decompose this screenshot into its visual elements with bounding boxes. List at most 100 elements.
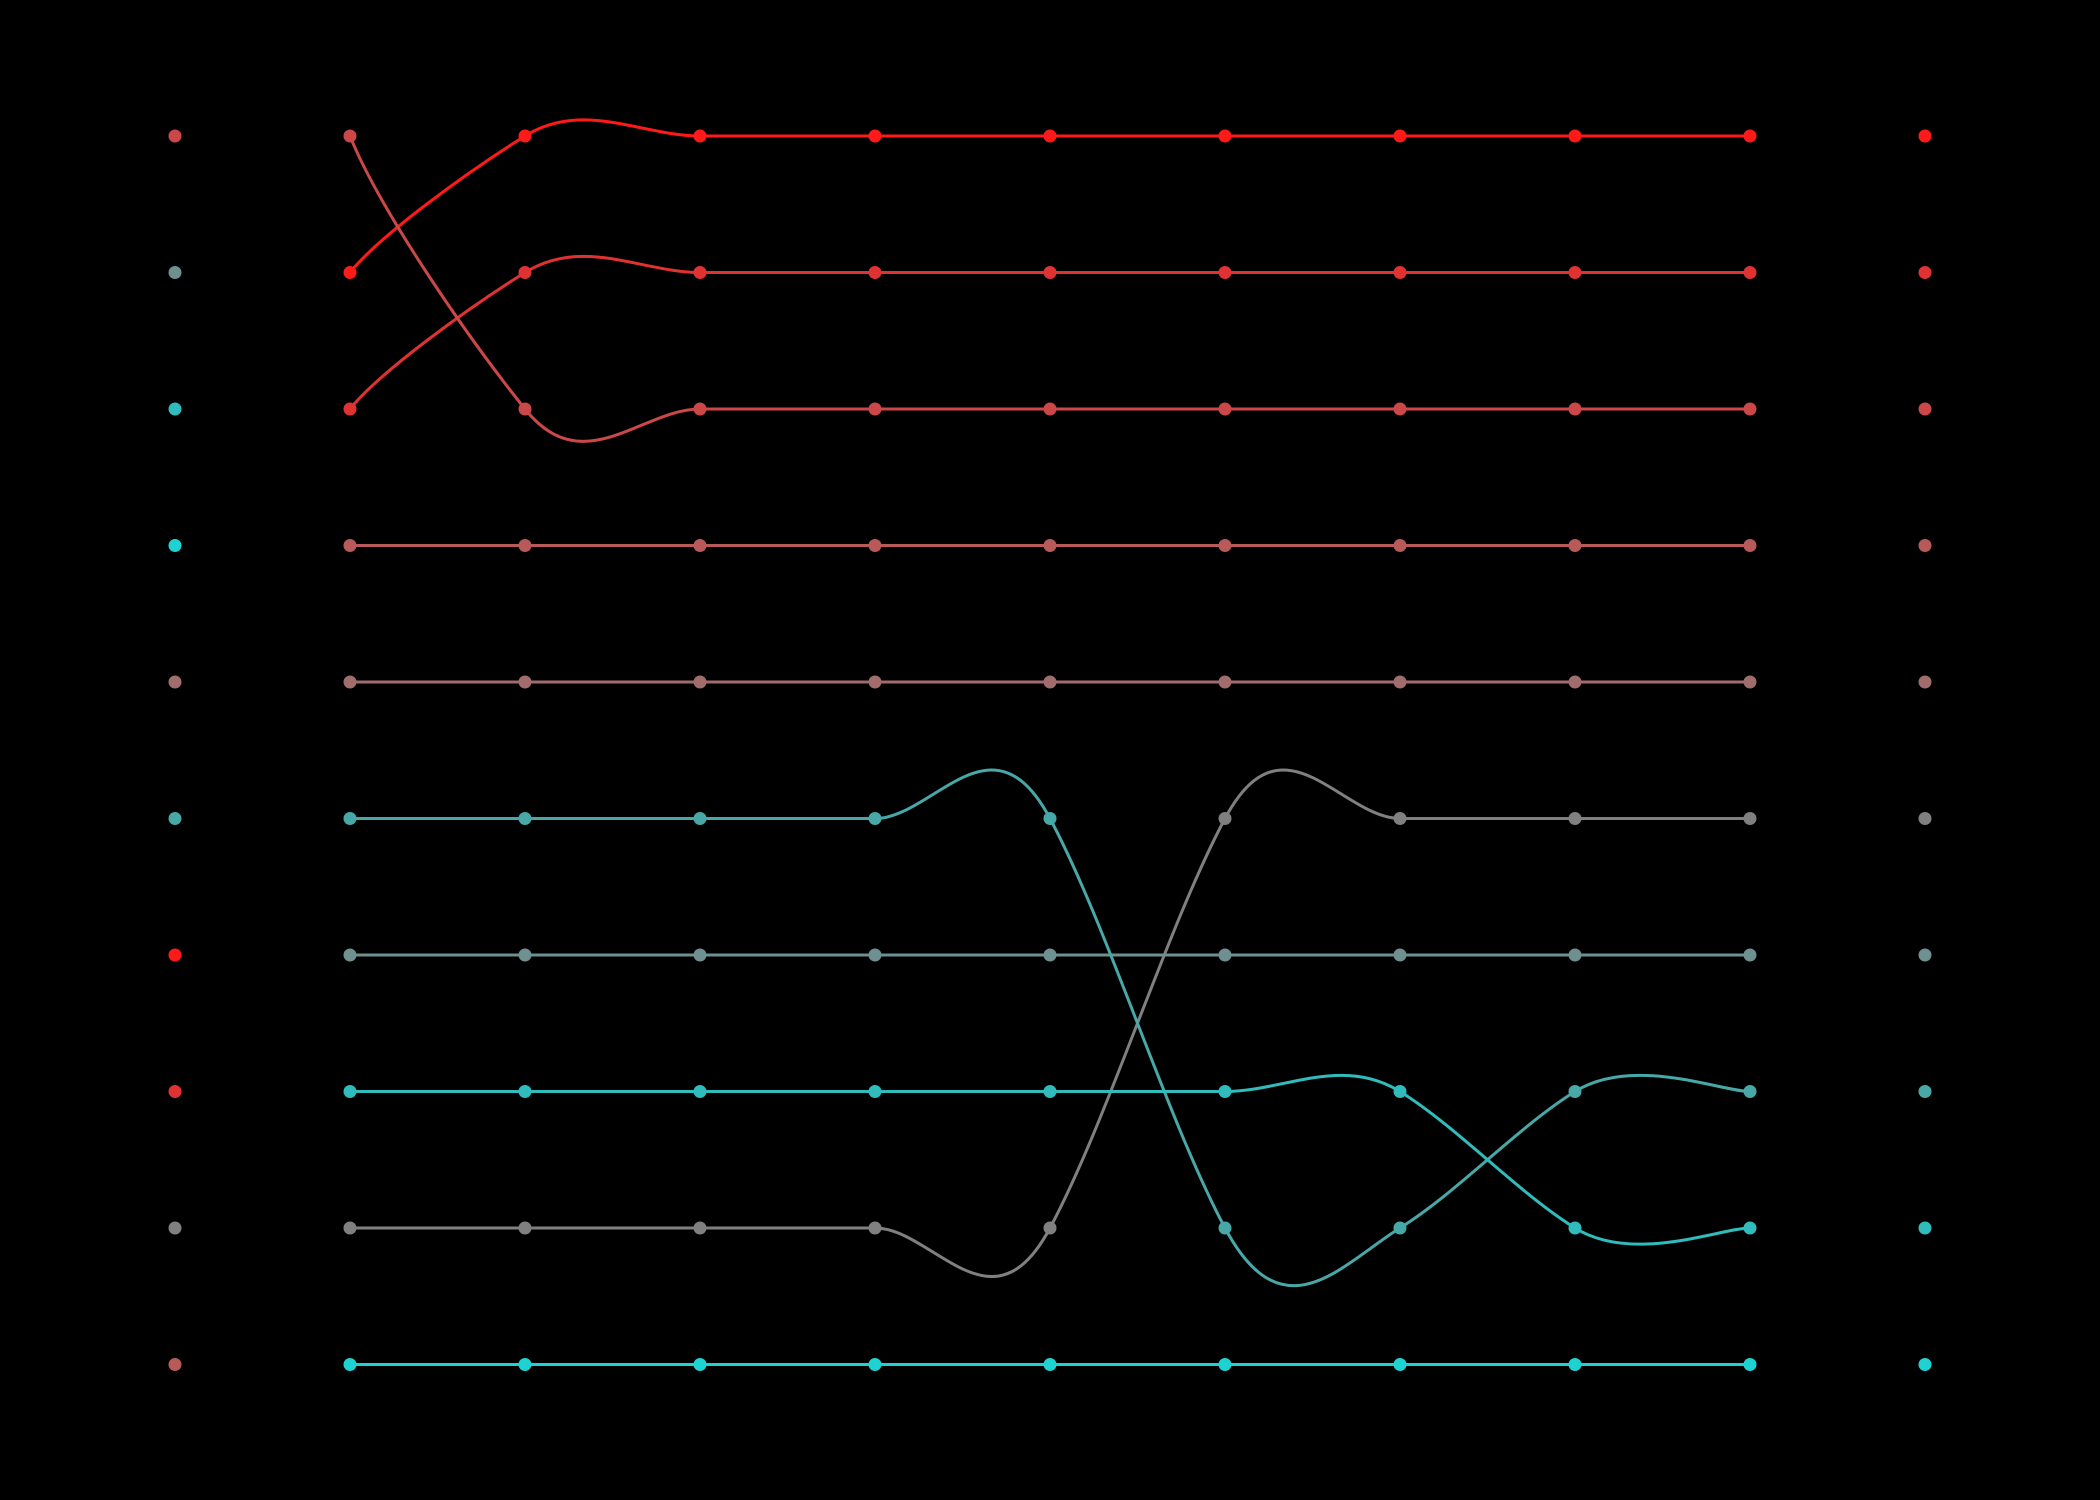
series-3-point-9: [1743, 402, 1757, 416]
series-3-point-7: [1393, 402, 1407, 416]
left-marker-rank-4: [168, 539, 182, 552]
series-6-point-8: [1568, 812, 1582, 825]
series-7-point-7: [1393, 948, 1407, 962]
series-8-point-5: [1043, 812, 1057, 825]
series-5-point-1: [343, 675, 357, 689]
series-9-point-1: [343, 1085, 357, 1098]
series-5-point-6: [1218, 675, 1232, 689]
series-7-point-3: [693, 948, 707, 962]
series-9-point-6: [1218, 1085, 1232, 1098]
series-line-8: [348, 768, 1752, 1288]
series-8-point-4: [868, 812, 882, 825]
series-2-point-8: [1568, 266, 1582, 279]
series-5-point-7: [1393, 675, 1407, 689]
series-7-point-2: [518, 948, 532, 962]
series-6-point-5: [1043, 1221, 1057, 1235]
series-8-point-7: [1393, 1221, 1407, 1235]
series-4-point-3: [693, 539, 707, 552]
right-marker-rank-2: [1918, 266, 1932, 279]
series-2-point-7: [1393, 266, 1407, 279]
series-9-point-7: [1393, 1085, 1407, 1098]
series-10-point-3: [693, 1358, 707, 1371]
series-1-point-5: [1043, 129, 1057, 143]
right-marker-rank-3: [1918, 402, 1932, 416]
left-marker-rank-9: [168, 1221, 182, 1235]
series-2-point-9: [1743, 266, 1757, 279]
series-6-point-4: [868, 1221, 882, 1235]
series-10-point-7: [1393, 1358, 1407, 1371]
left-marker-rank-5: [168, 675, 182, 689]
series-4-point-2: [518, 539, 532, 552]
series-3-point-6: [1218, 402, 1232, 416]
series-2-point-4: [868, 266, 882, 279]
left-marker-rank-10: [168, 1358, 182, 1371]
series-4-point-1: [343, 539, 357, 552]
right-marker-rank-10: [1918, 1358, 1932, 1371]
series-5-point-5: [1043, 675, 1057, 689]
series-3-point-1: [343, 129, 357, 143]
series-5-point-9: [1743, 675, 1757, 689]
series-8-point-2: [518, 812, 532, 825]
series-2-point-1: [343, 402, 357, 416]
series-6-point-7: [1393, 812, 1407, 825]
series-1-point-6: [1218, 129, 1232, 143]
series-5-point-4: [868, 675, 882, 689]
series-8-point-6: [1218, 1221, 1232, 1235]
left-marker-rank-6: [168, 812, 182, 825]
series-4-point-5: [1043, 539, 1057, 552]
series-8-point-1: [343, 812, 357, 825]
series-2-point-6: [1218, 266, 1232, 279]
series-2-point-3: [693, 266, 707, 279]
series-6-point-3: [693, 1221, 707, 1235]
series-points: [343, 129, 1757, 1371]
series-8-point-9: [1743, 1085, 1757, 1098]
series-7-point-4: [868, 948, 882, 962]
left-marker-rank-8: [168, 1085, 182, 1098]
series-4-point-4: [868, 539, 882, 552]
right-marker-rank-4: [1918, 539, 1932, 552]
series-4-point-8: [1568, 539, 1582, 552]
right-marker-rank-6: [1918, 812, 1932, 825]
series-6-point-2: [518, 1221, 532, 1235]
left-marker-rank-1: [168, 129, 182, 143]
series-9-point-3: [693, 1085, 707, 1098]
series-10-point-2: [518, 1358, 532, 1371]
series-1-point-2: [518, 129, 532, 143]
series-1-point-3: [693, 129, 707, 143]
series-2-point-5: [1043, 266, 1057, 279]
series-10-point-6: [1218, 1358, 1232, 1371]
left-marker-rank-7: [168, 948, 182, 962]
series-2-point-2: [518, 266, 532, 279]
series-6-point-6: [1218, 812, 1232, 825]
series-3-point-8: [1568, 402, 1582, 416]
series-7-point-5: [1043, 948, 1057, 962]
series-4-point-6: [1218, 539, 1232, 552]
right-rank-markers: [1918, 129, 1932, 1371]
series-4-point-7: [1393, 539, 1407, 552]
series-10-point-5: [1043, 1358, 1057, 1371]
series-9-point-5: [1043, 1085, 1057, 1098]
series-8-point-3: [693, 812, 707, 825]
right-marker-rank-7: [1918, 948, 1932, 962]
series-5-point-8: [1568, 675, 1582, 689]
series-9-point-2: [518, 1085, 532, 1098]
series-5-point-2: [518, 675, 532, 689]
series-7-point-9: [1743, 948, 1757, 962]
series-6-point-1: [343, 1221, 357, 1235]
series-line-3: [348, 134, 1752, 443]
right-marker-rank-1: [1918, 129, 1932, 143]
series-7-point-6: [1218, 948, 1232, 962]
series-1-point-4: [868, 129, 882, 143]
right-marker-rank-8: [1918, 1085, 1932, 1098]
series-10-point-9: [1743, 1358, 1757, 1371]
series-1-point-9: [1743, 129, 1757, 143]
series-8-point-8: [1568, 1085, 1582, 1098]
series-4-point-9: [1743, 539, 1757, 552]
series-9-point-4: [868, 1085, 882, 1098]
series-10-point-8: [1568, 1358, 1582, 1371]
left-marker-rank-2: [168, 266, 182, 279]
series-1-point-8: [1568, 129, 1582, 143]
series-3-point-5: [1043, 402, 1057, 416]
